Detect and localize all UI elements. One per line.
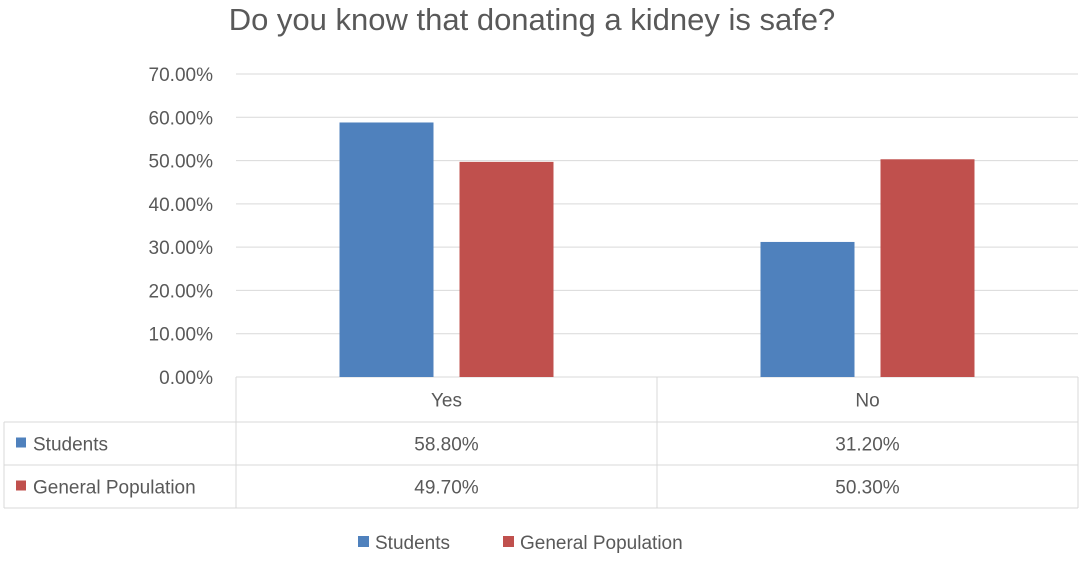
y-tick-label: 20.00% [149,281,214,302]
y-tick-label: 40.00% [149,195,214,216]
y-tick-label: 50.00% [149,152,214,173]
chart-title: Do you know that donating a kidney is sa… [229,2,836,37]
table-value-cell: 58.80% [414,435,479,456]
bar-general-population-yes [459,161,554,377]
table-series-swatch [16,437,26,448]
bar-students-yes [339,122,434,377]
y-tick-label: 10.00% [149,325,214,346]
table-value-cell: 31.20% [835,435,900,456]
table-series-swatch [16,480,26,491]
y-tick-label: 30.00% [149,238,214,259]
y-tick-label: 0.00% [159,368,213,389]
legend-label: General Population [520,533,683,554]
table-category-label: Yes [431,391,462,412]
table-series-label: Students [33,435,108,456]
data-table: Yes No Students 58.80% 31.20% General Populat… [3,377,1079,509]
y-tick-label: 60.00% [149,108,214,129]
table-value-cell: 49.70% [414,478,479,499]
legend-swatch [503,536,514,547]
y-tick-label: 70.00% [149,65,214,86]
y-axis-tick-labels: 0.00% 10.00% 20.00% 30.00% 40.00% 50.00% 60.00… [149,65,214,389]
table-value-cell: 50.30% [835,478,900,499]
legend-label: Students [375,533,450,554]
bars [339,122,975,377]
legend-swatch [358,536,369,547]
legend: Students General Population [358,533,683,554]
table-category-label: No [855,391,879,412]
bar-general-population-no [880,159,975,377]
bar-students-no [760,241,855,377]
table-series-label: General Population [33,478,196,499]
